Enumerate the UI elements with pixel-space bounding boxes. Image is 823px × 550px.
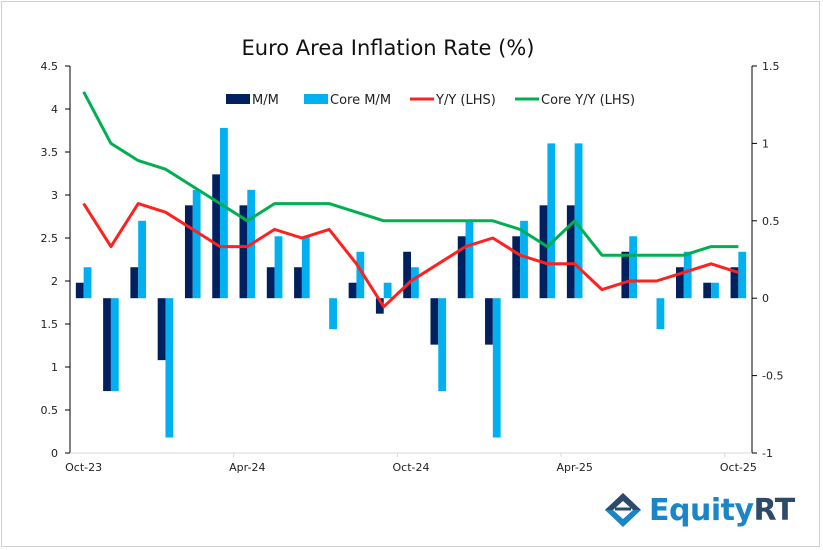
right-axis-tick-label: 0.5 (762, 215, 780, 228)
left-axis-tick-label: 3 (51, 189, 58, 202)
mm-bar (375, 298, 384, 314)
core-mm-bar (520, 220, 528, 299)
core-mm-bar (220, 127, 228, 299)
core-mm-bar (656, 298, 665, 330)
core-mm-bar (192, 189, 201, 299)
left-axis-tick-label: 0.5 (41, 404, 59, 417)
core-mm-bar (383, 282, 392, 299)
mm-bar (130, 267, 139, 299)
core-mm-bar (274, 236, 283, 299)
legend-label: Y/Y (LHS) (435, 93, 496, 108)
legend-label: Core Y/Y (LHS) (541, 93, 635, 108)
logo-text: EquityRT (649, 493, 795, 528)
right-axis-tick-label: 0 (762, 292, 769, 305)
core-mm-bar (629, 236, 638, 299)
core-mm-bar (465, 220, 474, 299)
core-mm-bar (138, 220, 146, 299)
mm-bar (239, 205, 248, 299)
core-mm-bar (547, 143, 556, 299)
mm-bar (485, 298, 493, 345)
mm-bar (266, 267, 275, 299)
mm-bar (539, 205, 548, 299)
mm-bar (348, 282, 357, 299)
mm-bar (294, 267, 302, 299)
mm-bar (403, 251, 411, 299)
mm-bar (184, 205, 193, 299)
legend-label: Core M/M (330, 93, 391, 108)
left-axis-tick-label: 4 (51, 103, 58, 116)
mm-bar (676, 267, 684, 299)
right-axis-tick-label: 1 (762, 137, 769, 150)
mm-bar (157, 298, 166, 361)
left-axis-tick-label: 1.5 (41, 318, 59, 331)
legend-label: M/M (252, 93, 279, 108)
mm-bar (103, 298, 111, 392)
logo-text-secondary: RT (753, 492, 796, 528)
mm-bar (430, 298, 439, 345)
left-axis-tick-label: 2.5 (41, 232, 59, 245)
core-mm-bar (83, 267, 92, 299)
right-axis-tick-label: -0.5 (762, 370, 783, 383)
left-axis-tick-label: 2 (51, 275, 58, 288)
mm-bar (730, 267, 739, 299)
core-mm-bar (438, 298, 447, 392)
equityrt-logo: EquityRT (603, 490, 795, 530)
x-axis-tick-label: Oct-23 (65, 461, 102, 474)
mm-bar (75, 282, 84, 299)
mm-bar (512, 236, 521, 299)
core-yy-line (82, 91, 739, 257)
left-axis-tick-label: 3.5 (41, 146, 59, 159)
core-mm-bar (574, 143, 583, 299)
chart-title: Euro Area Inflation Rate (%) (242, 36, 535, 60)
core-mm-bar (411, 267, 419, 299)
core-mm-bar (165, 298, 174, 438)
right-axis-tick-label: -1 (762, 447, 773, 460)
mm-bar (566, 205, 575, 299)
x-axis-tick-label: Apr-24 (229, 461, 265, 474)
core-mm-bar (711, 282, 719, 299)
yy-line (82, 202, 739, 309)
legend-swatch (226, 94, 250, 104)
core-mm-bar (683, 251, 692, 299)
right-axis-tick-label: 1.5 (762, 60, 780, 73)
core-mm-bar (301, 236, 310, 299)
core-mm-bar (329, 298, 337, 330)
left-axis-tick-label: 0 (51, 447, 58, 460)
core-mm-bar (738, 251, 747, 299)
left-axis-tick-label: 4.5 (41, 60, 59, 73)
x-axis-tick-label: Apr-25 (557, 461, 593, 474)
core-mm-bar (492, 298, 501, 438)
core-mm-bar (356, 251, 365, 299)
x-axis-tick-label: Oct-25 (720, 461, 757, 474)
mm-bar (457, 236, 466, 299)
x-axis-tick-label: Oct-24 (393, 461, 430, 474)
logo-mark-icon (605, 493, 641, 527)
logo-text-primary: Equity (649, 492, 754, 528)
legend-swatch (304, 94, 328, 104)
mm-bar (621, 251, 630, 299)
left-axis-tick-label: 1 (51, 361, 58, 374)
mm-bar (212, 174, 221, 299)
mm-bar (703, 282, 712, 299)
core-mm-bar (110, 298, 119, 392)
